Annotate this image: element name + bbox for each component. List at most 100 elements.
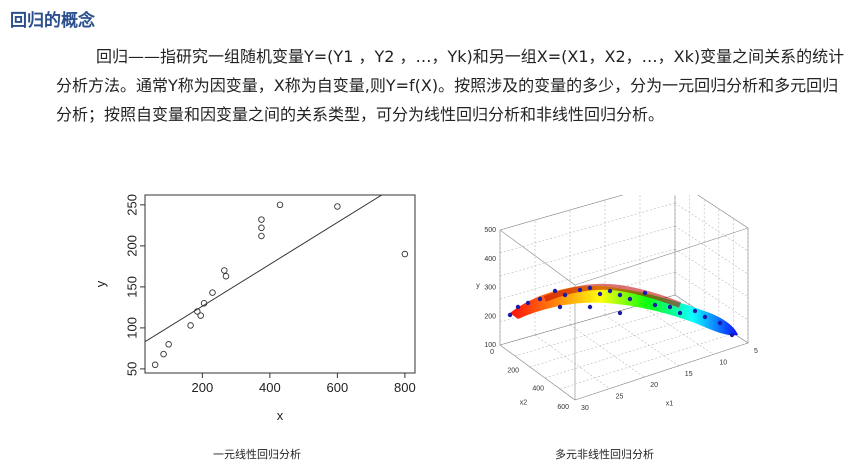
back-wall-grid-line <box>674 202 749 252</box>
data-point <box>209 289 216 296</box>
x-tick-label: 400 <box>259 380 281 395</box>
data-point <box>276 201 284 209</box>
x2-tick-label: 0 <box>490 349 494 356</box>
data-point <box>165 341 172 348</box>
data-point <box>617 310 623 316</box>
x2-axis-label: x2 <box>520 400 528 407</box>
data-point <box>617 292 623 298</box>
y-tick-label: 150 <box>124 276 139 298</box>
data-point <box>607 288 613 294</box>
x2-tick-label: 200 <box>507 367 519 374</box>
data-point <box>258 232 265 240</box>
back-wall-grid-line <box>674 225 749 275</box>
floor-grid-line <box>569 324 645 378</box>
data-point <box>577 287 583 293</box>
x2-tick-label: 400 <box>532 386 544 393</box>
floor-grid-line <box>529 313 705 368</box>
data-point <box>525 300 531 306</box>
data-point <box>667 304 673 310</box>
data-point <box>562 292 568 298</box>
data-point <box>401 250 409 258</box>
y-tick-label: 200 <box>124 235 139 257</box>
right-figure-caption: 多元非线性回归分析 <box>555 448 654 461</box>
box-edge <box>499 344 576 401</box>
box-edge <box>697 195 749 229</box>
back-wall-grid-line <box>499 195 624 231</box>
y-tick-label: 250 <box>124 194 139 216</box>
data-point <box>197 312 204 319</box>
y-axis-label: y <box>93 280 108 287</box>
body-paragraph: 回归——指研究一组随机变量Y=(Y1 ，Y2 ，…，Yk)和另一组X=(X1，X… <box>56 42 846 129</box>
data-point <box>258 216 265 223</box>
data-point <box>717 320 723 326</box>
left-figure-caption: 一元线性回归分析 <box>213 448 301 461</box>
data-point <box>507 312 513 318</box>
x1-tick-label: 25 <box>616 394 624 401</box>
z-tick-label: 200 <box>484 313 496 320</box>
x-axis-label: x <box>277 408 284 423</box>
back-wall-grid-line <box>674 248 749 298</box>
floor-grid-line <box>559 333 734 390</box>
data-point <box>222 272 230 280</box>
z-axis-label: y <box>476 283 480 290</box>
plot-frame <box>144 194 416 374</box>
box-edge <box>499 195 624 231</box>
regression-surface <box>510 285 738 336</box>
data-point <box>627 296 633 302</box>
x1-axis-label: x1 <box>666 401 674 408</box>
floor-grid-line <box>604 314 679 367</box>
back-wall-grid-line <box>697 195 749 229</box>
z-tick-label: 400 <box>484 256 496 263</box>
floor-grid-line <box>544 323 719 379</box>
surface-crest <box>543 283 682 308</box>
x-tick-label: 200 <box>192 380 214 395</box>
data-point <box>515 304 521 310</box>
data-point <box>702 314 708 320</box>
floor-grid-line <box>639 304 714 355</box>
data-point <box>537 296 543 302</box>
floor-grid-line <box>534 334 610 389</box>
data-point <box>258 224 265 232</box>
y-tick-label: 100 <box>124 317 139 339</box>
data-point <box>652 302 658 308</box>
x1-tick-label: 20 <box>650 382 658 389</box>
data-point <box>151 361 159 369</box>
data-point <box>187 322 194 329</box>
x1-tick-label: 5 <box>754 348 758 355</box>
x1-tick-label: 30 <box>581 405 589 412</box>
x2-tick-label: 600 <box>557 404 569 411</box>
x-tick-label: 800 <box>394 380 416 395</box>
box-edge <box>574 227 749 286</box>
nonlinear-regression-3d-chart: 100 200 300 400 500 y 0 200 400 600 x2 30 25 20 15 10 5 x… <box>476 195 758 412</box>
regression-line <box>145 195 383 343</box>
z-tick-label: 300 <box>484 285 496 292</box>
linear-regression-chart: 200 400 600 800 50 100 150 200 250 x y <box>93 194 416 423</box>
data-point <box>597 291 603 297</box>
data-point <box>552 288 558 294</box>
data-point <box>692 308 698 314</box>
z-tick-label: 100 <box>484 342 496 349</box>
data-point <box>221 267 228 274</box>
data-point <box>557 304 563 310</box>
y-tick-label: 50 <box>124 362 139 376</box>
paragraph-text: 回归——指研究一组随机变量Y=(Y1 ，Y2 ，…，Yk)和另一组X=(X1，X… <box>56 47 845 124</box>
data-point <box>194 308 201 315</box>
data-point <box>200 300 208 307</box>
x-tick-label: 600 <box>327 380 349 395</box>
data-point <box>587 285 593 291</box>
x1-tick-label: 10 <box>719 359 727 366</box>
back-wall-grid-line <box>674 271 749 321</box>
data-point <box>160 350 167 358</box>
data-point <box>642 290 648 296</box>
back-wall-grid-line <box>499 202 676 254</box>
box-edge <box>499 229 576 286</box>
z-tick-label: 500 <box>484 227 496 234</box>
section-title: 回归的概念 <box>10 11 95 31</box>
data-point <box>677 310 683 316</box>
x1-tick-label: 15 <box>685 371 693 378</box>
data-point <box>587 304 593 310</box>
box-edge <box>574 342 749 401</box>
data-point <box>334 203 341 210</box>
data-point <box>729 332 735 338</box>
back-wall-grid-line <box>499 225 676 277</box>
